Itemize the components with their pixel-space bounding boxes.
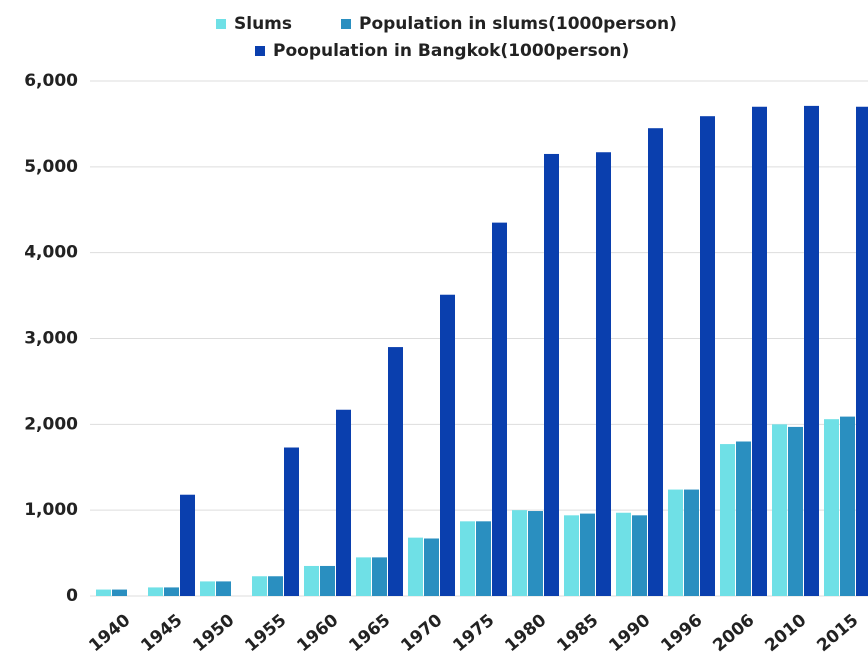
x-tick-label: 1990 <box>605 610 654 656</box>
bar <box>632 515 647 596</box>
x-tick-label: 2006 <box>709 610 758 656</box>
legend-swatch <box>216 19 226 29</box>
legend-swatch <box>255 46 265 56</box>
bar <box>356 557 371 596</box>
bar <box>164 587 179 596</box>
x-tick-label: 1965 <box>345 610 394 656</box>
bar <box>856 106 868 596</box>
x-tick-label: 2015 <box>813 610 862 656</box>
legend-label: Poopulation in Bangkok(1000person) <box>273 41 629 61</box>
bar <box>772 424 787 596</box>
x-tick-label: 1980 <box>501 610 550 656</box>
bar <box>252 576 267 596</box>
x-tick-label: 1970 <box>397 610 446 656</box>
bar <box>824 419 839 596</box>
y-tick-label: 2,000 <box>24 414 78 434</box>
y-tick-label: 5,000 <box>24 157 78 177</box>
bar <box>476 521 491 596</box>
y-tick-label: 0 <box>66 586 78 606</box>
bar <box>180 494 195 596</box>
bar <box>596 152 611 596</box>
bar <box>408 537 423 596</box>
bar <box>320 565 335 596</box>
x-tick-label: 1955 <box>241 610 290 656</box>
bar <box>616 512 631 596</box>
bar <box>372 557 387 596</box>
bar <box>200 581 215 596</box>
bar <box>720 444 735 596</box>
x-tick-label: 1960 <box>293 610 342 656</box>
bar <box>788 426 803 596</box>
legend-label: Population in slums(1000person) <box>359 14 677 34</box>
bar <box>512 510 527 596</box>
bar <box>388 347 403 596</box>
bar <box>216 581 231 596</box>
bar <box>544 153 559 597</box>
x-tick-label: 1950 <box>189 610 238 656</box>
x-tick-label: 1975 <box>449 610 498 656</box>
bar <box>268 576 283 596</box>
y-tick-label: 4,000 <box>24 243 78 263</box>
bar <box>804 105 819 597</box>
bar <box>112 589 127 596</box>
legend-swatch <box>341 19 351 29</box>
x-tick-label: 1945 <box>137 610 186 656</box>
bar <box>684 489 699 596</box>
bar <box>700 116 715 597</box>
y-tick-label: 1,000 <box>24 500 78 520</box>
bar <box>424 538 439 596</box>
x-tick-label: 1940 <box>85 610 134 656</box>
bar <box>840 416 855 596</box>
y-tick-label: 3,000 <box>24 329 78 349</box>
x-tick-label: 1996 <box>657 610 706 656</box>
bar <box>460 521 475 596</box>
bar <box>304 565 319 596</box>
bar <box>736 441 751 596</box>
bar <box>148 587 163 596</box>
bar <box>336 409 351 596</box>
x-tick-label: 1985 <box>553 610 602 656</box>
y-tick-label: 6,000 <box>24 71 78 91</box>
bar <box>648 128 663 597</box>
bar <box>752 106 767 596</box>
bar <box>528 511 543 596</box>
legend-label: Slums <box>234 14 292 34</box>
bar <box>440 294 455 596</box>
x-tick-label: 2010 <box>761 610 810 656</box>
bar <box>668 489 683 596</box>
bar <box>96 589 111 596</box>
bar <box>564 515 579 596</box>
bar <box>284 447 299 596</box>
bar <box>492 222 507 596</box>
bar <box>580 513 595 596</box>
